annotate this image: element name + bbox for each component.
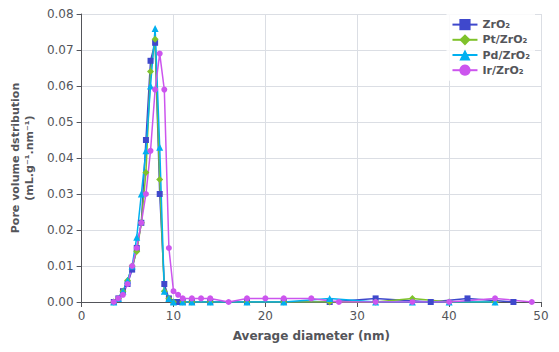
svg-text:10: 10 bbox=[166, 309, 181, 323]
svg-text:(mL.g⁻¹.nm⁻¹): (mL.g⁻¹.nm⁻¹) bbox=[23, 115, 36, 200]
svg-text:50: 50 bbox=[533, 309, 548, 323]
svg-text:ZrO₂: ZrO₂ bbox=[482, 18, 510, 31]
svg-text:0.02: 0.02 bbox=[47, 223, 74, 237]
svg-text:0.07: 0.07 bbox=[47, 43, 74, 57]
svg-text:0: 0 bbox=[78, 309, 86, 323]
svg-text:0.04: 0.04 bbox=[47, 151, 74, 165]
svg-text:Pd/ZrO₂: Pd/ZrO₂ bbox=[482, 49, 530, 62]
svg-text:Pt/ZrO₂: Pt/ZrO₂ bbox=[482, 33, 527, 46]
svg-text:0.00: 0.00 bbox=[47, 295, 74, 309]
svg-text:0.06: 0.06 bbox=[47, 79, 74, 93]
svg-text:30: 30 bbox=[350, 309, 365, 323]
svg-text:Pore volume dstribution: Pore volume dstribution bbox=[9, 83, 22, 233]
svg-text:20: 20 bbox=[258, 309, 273, 323]
svg-text:0.01: 0.01 bbox=[47, 259, 74, 273]
svg-text:0.03: 0.03 bbox=[47, 187, 74, 201]
svg-text:0.08: 0.08 bbox=[47, 7, 74, 21]
svg-text:Average diameter (nm): Average diameter (nm) bbox=[233, 329, 390, 343]
svg-text:0.05: 0.05 bbox=[47, 115, 74, 129]
svg-text:Ir/ZrO₂: Ir/ZrO₂ bbox=[482, 64, 523, 77]
svg-text:40: 40 bbox=[441, 309, 456, 323]
